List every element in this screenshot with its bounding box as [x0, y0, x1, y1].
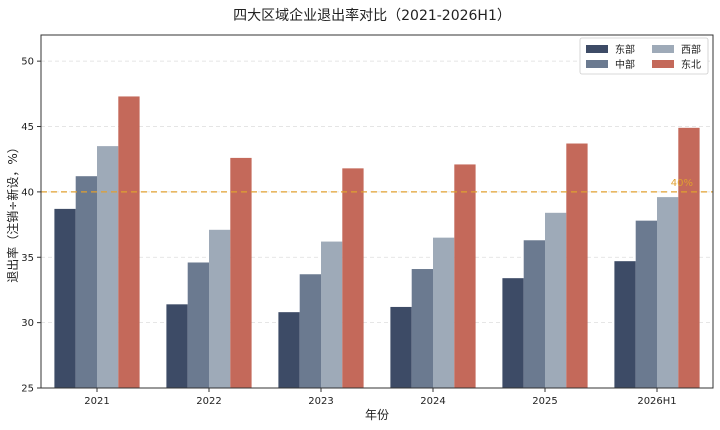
bar: [390, 306, 412, 388]
bar: [523, 240, 545, 388]
legend-label: 东部: [615, 43, 635, 56]
y-tick-label: 40: [21, 187, 34, 198]
bar: [454, 164, 476, 388]
x-tick-label: 2022: [196, 396, 221, 407]
bar: [97, 146, 119, 388]
bar: [635, 220, 657, 388]
plot-area: 25 30 35 40 45 50 2021 2022 2023 2024 2025 2026H1 40…: [21, 34, 714, 407]
legend-box: [579, 37, 709, 75]
y-tick-label: 35: [21, 253, 34, 264]
bar: [614, 261, 636, 388]
bar: [75, 176, 97, 388]
bar: [545, 212, 567, 388]
x-tick-label: 2026H1: [637, 396, 676, 407]
x-tick-label: 2021: [84, 396, 109, 407]
bar: [411, 269, 433, 388]
y-tick-label: 25: [21, 384, 34, 395]
bar: [230, 157, 252, 388]
plot-frame: [40, 34, 714, 389]
y-tick-label: 50: [21, 57, 34, 68]
bar: [433, 237, 455, 388]
bar: [187, 262, 209, 388]
legend-swatch: [652, 60, 674, 68]
bar: [321, 241, 343, 388]
bar: [166, 304, 188, 388]
legend-label: 东北: [681, 58, 701, 71]
reference-line-label: 40%: [671, 178, 693, 189]
bar: [278, 312, 300, 388]
chart-title: 四大区域企业退出率对比（2021-2026H1）: [233, 7, 511, 24]
y-tick-label: 45: [21, 122, 34, 133]
legend-label: 西部: [681, 43, 701, 56]
x-axis-label: 年份: [365, 408, 389, 422]
bar: [502, 278, 524, 388]
legend-swatch: [652, 45, 674, 53]
bar: [54, 208, 76, 388]
x-tick-label: 2024: [420, 396, 445, 407]
x-tick-label: 2023: [308, 396, 333, 407]
bar: [342, 168, 364, 388]
bar: [657, 197, 679, 388]
legend-swatch: [586, 45, 608, 53]
y-tick-label: 30: [21, 318, 34, 329]
x-tick-label: 2025: [532, 396, 557, 407]
legend-swatch: [586, 60, 608, 68]
bar: [118, 96, 140, 388]
bar: [299, 274, 321, 388]
bar: [209, 229, 231, 388]
bar: [566, 143, 588, 388]
legend-label: 中部: [615, 58, 635, 71]
y-axis-label: 退出率（注销÷新设，%）: [5, 141, 20, 282]
bar: [678, 127, 700, 388]
